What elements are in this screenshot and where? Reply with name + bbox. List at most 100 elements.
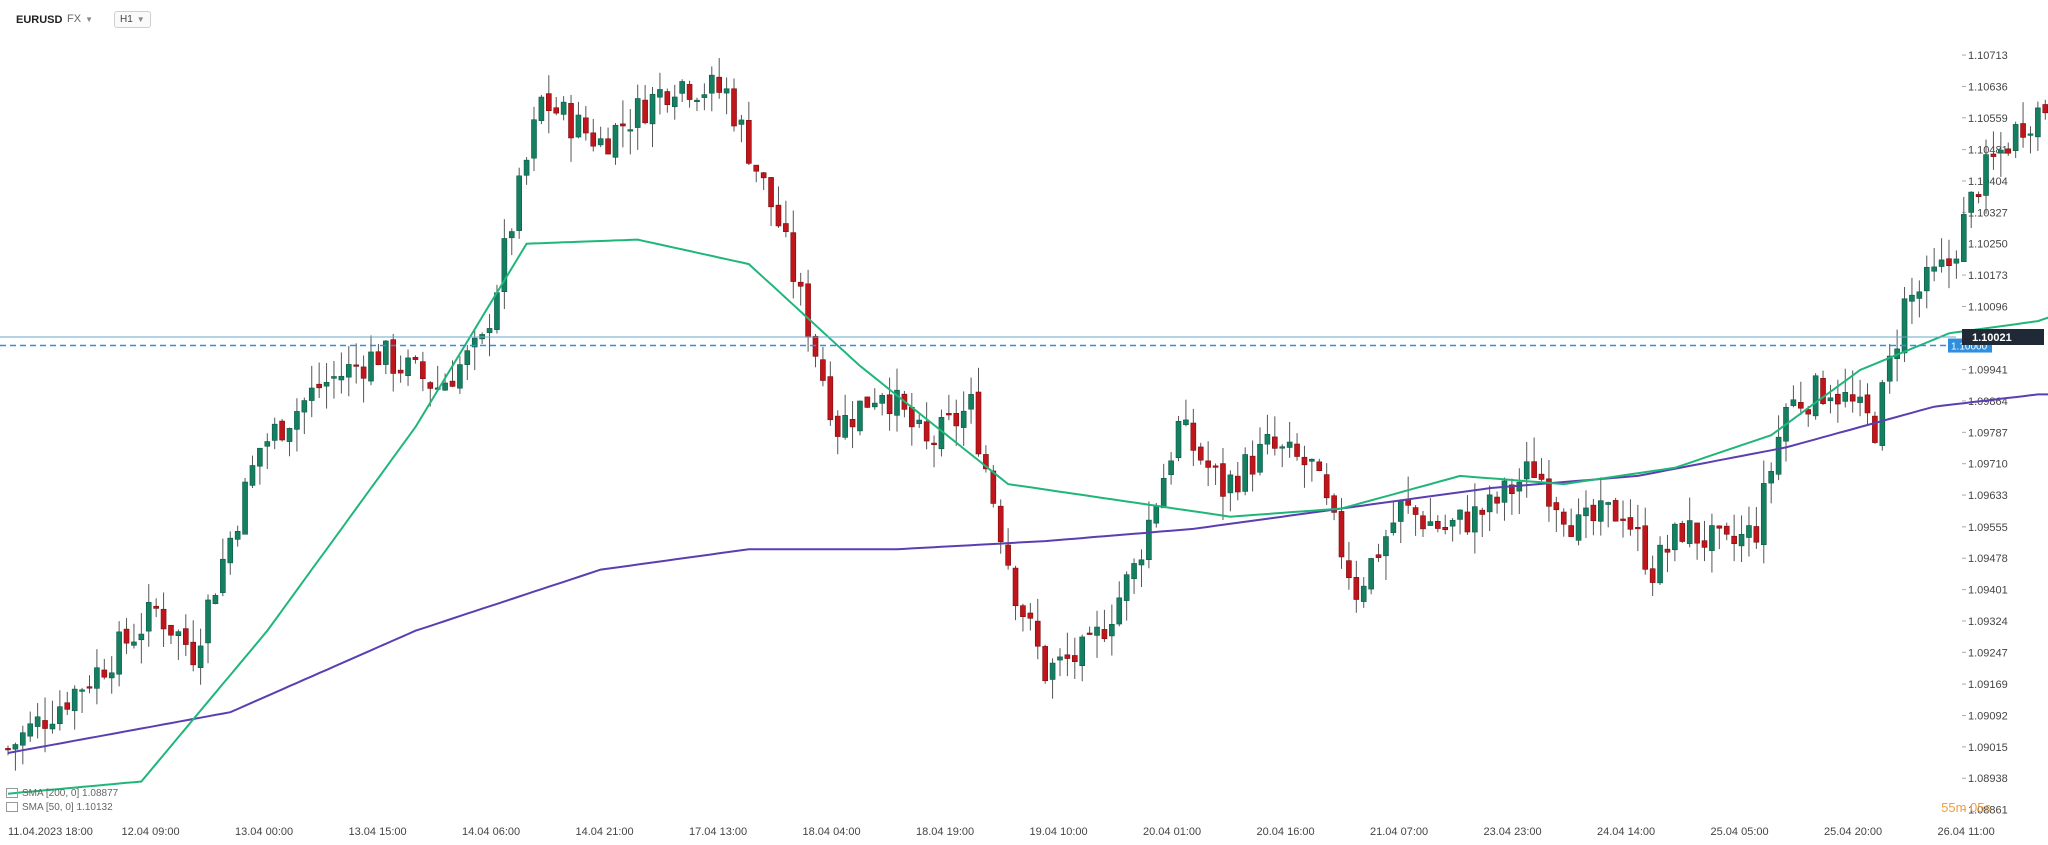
bear-candle — [279, 420, 285, 441]
bull-candle — [1605, 502, 1611, 505]
x-axis-tick-label: 11.04.2023 18:00 — [8, 826, 93, 838]
bull-candle — [271, 423, 278, 441]
bull-candle — [694, 99, 700, 102]
bear-candle — [553, 107, 560, 114]
bull-candle — [1183, 419, 1189, 425]
bear-candle — [1072, 655, 1078, 662]
bar-countdown: 55m 05s — [1941, 800, 1991, 815]
bear-candle — [390, 339, 397, 374]
legend-sma50[interactable]: SMA [50, 0] 1.10132 — [6, 802, 113, 813]
bear-candle — [1723, 525, 1730, 535]
x-axis-tick-label: 13.04 00:00 — [235, 826, 293, 838]
bull-candle — [842, 415, 848, 438]
bear-candle — [997, 505, 1004, 543]
bull-candle — [242, 481, 248, 535]
bull-candle — [1257, 443, 1263, 473]
indicator-settings-icon[interactable] — [6, 788, 18, 799]
bull-candle — [1938, 259, 1945, 267]
bull-candle — [1383, 536, 1389, 557]
bull-candle — [1842, 392, 1849, 402]
chevron-down-icon: ▼ — [85, 15, 93, 24]
symbol-label[interactable]: EURUSD — [16, 14, 63, 26]
bull-candle — [212, 595, 219, 605]
bull-candle — [79, 689, 85, 692]
bear-candle — [1805, 409, 1812, 415]
x-axis-tick-label: 21.04 07:00 — [1370, 826, 1428, 838]
bull-candle — [1790, 399, 1797, 406]
bear-candle — [1442, 526, 1449, 531]
bear-candle — [1649, 568, 1656, 583]
timeframe-dropdown[interactable]: H1 ▼ — [114, 11, 151, 28]
x-axis-tick-label: 23.04 23:00 — [1484, 826, 1542, 838]
y-axis-tick-label: 1.10636 — [1968, 81, 2008, 93]
bull-candle — [1160, 478, 1167, 509]
bear-candle — [605, 138, 611, 155]
bear-candle — [1464, 511, 1471, 533]
bull-candle — [1657, 544, 1663, 584]
x-axis-tick-label: 12.04 09:00 — [122, 826, 180, 838]
y-axis-tick-label: 1.09324 — [1968, 616, 2008, 628]
bear-candle — [449, 380, 456, 387]
legend-sma200[interactable]: SMA [200, 0] 1.08877 — [6, 788, 118, 799]
bull-candle — [560, 101, 567, 115]
bear-candle — [412, 357, 419, 360]
bear-candle — [864, 396, 871, 408]
bear-candle — [1197, 446, 1204, 461]
bear-candle — [1975, 194, 1982, 198]
x-axis-tick-label: 19.04 10:00 — [1030, 826, 1088, 838]
category-dropdown[interactable]: FX ▼ — [64, 11, 96, 27]
x-axis-tick-label: 18.04 04:00 — [803, 826, 861, 838]
bull-candle — [1057, 656, 1063, 661]
bear-candle — [64, 702, 71, 710]
bear-candle — [1323, 474, 1330, 499]
x-axis-tick-label: 20.04 16:00 — [1257, 826, 1315, 838]
bull-candle — [175, 631, 182, 637]
bull-candle — [368, 351, 374, 382]
bull-candle — [1146, 519, 1152, 560]
bull-candle — [1457, 509, 1463, 520]
legend-sma50-name: SMA — [22, 802, 44, 813]
bull-candle — [227, 537, 234, 564]
bear-candle — [1560, 511, 1567, 525]
bull-candle — [94, 667, 100, 689]
bear-candle — [42, 720, 48, 729]
bull-candle — [1397, 500, 1404, 522]
x-axis-tick-label: 20.04 01:00 — [1143, 826, 1201, 838]
bear-candle — [1005, 544, 1011, 566]
bear-candle — [1620, 518, 1626, 521]
bull-candle — [916, 419, 923, 424]
bear-candle — [664, 91, 671, 105]
y-axis-tick-label: 1.10327 — [1968, 207, 2008, 219]
y-axis-tick-label: 1.10096 — [1968, 301, 2008, 313]
bear-candle — [686, 84, 693, 100]
bear-candle — [1798, 402, 1804, 409]
bull-candle — [531, 119, 537, 159]
bear-candle — [746, 120, 752, 164]
bull-candle — [2027, 133, 2034, 136]
bear-candle — [183, 628, 189, 645]
bull-candle — [116, 631, 122, 675]
bull-candle — [331, 376, 337, 379]
bull-candle — [1961, 214, 1967, 262]
bear-candle — [1553, 502, 1560, 511]
y-axis-tick-label: 1.09787 — [1968, 427, 2008, 439]
bull-candle — [234, 530, 241, 540]
bull-candle — [2012, 124, 2019, 151]
bear-candle — [1331, 495, 1337, 513]
bull-candle — [1746, 525, 1752, 538]
bear-candle — [783, 223, 789, 233]
bear-candle — [1872, 415, 1878, 443]
bear-candle — [953, 413, 960, 427]
bull-candle — [57, 706, 63, 724]
bull-candle — [1901, 298, 1908, 354]
bear-candle — [990, 470, 997, 504]
bull-candle — [2035, 107, 2041, 138]
bull-candle — [857, 400, 863, 432]
indicator-settings-icon[interactable] — [6, 802, 18, 813]
bear-candle — [1346, 560, 1352, 579]
bear-candle — [753, 164, 760, 172]
bull-candle — [960, 410, 967, 428]
bull-candle — [1227, 474, 1234, 494]
bear-candle — [797, 281, 804, 287]
